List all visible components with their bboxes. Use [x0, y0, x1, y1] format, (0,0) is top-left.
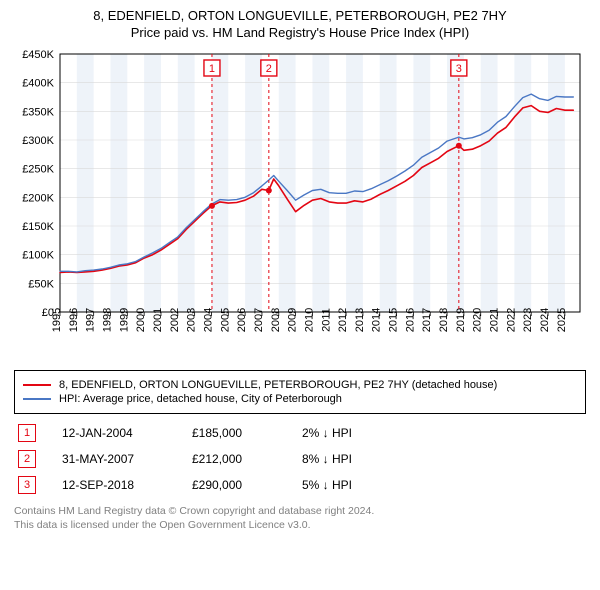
y-tick-label: £100K	[22, 250, 54, 262]
sale-row: 312-SEP-2018£290,0005% ↓ HPI	[14, 472, 586, 498]
year-band	[77, 54, 94, 312]
title-block: 8, EDENFIELD, ORTON LONGUEVILLE, PETERBO…	[10, 8, 590, 40]
x-tick-label: 2020	[472, 308, 484, 332]
x-tick-label: 2022	[505, 308, 517, 332]
x-tick-label: 2006	[236, 308, 248, 332]
x-tick-label: 2009	[287, 308, 299, 332]
x-tick-label: 2005	[219, 308, 231, 332]
sale-row-marker: 1	[18, 424, 36, 442]
sale-price: £212,000	[192, 452, 302, 466]
sale-marker-dot	[266, 187, 272, 193]
x-tick-label: 1997	[85, 308, 97, 332]
footnote-line2: This data is licensed under the Open Gov…	[14, 518, 586, 532]
x-tick-label: 2015	[388, 308, 400, 332]
y-tick-label: £150K	[22, 221, 54, 233]
sale-marker-number: 2	[266, 63, 272, 75]
y-tick-label: £250K	[22, 164, 54, 176]
plot-area: £0£50K£100K£150K£200K£250K£300K£350K£400…	[10, 50, 590, 360]
x-tick-label: 1996	[68, 308, 80, 332]
year-band	[312, 54, 329, 312]
year-band	[211, 54, 228, 312]
y-tick-label: £200K	[22, 192, 54, 204]
year-band	[514, 54, 531, 312]
sale-delta: 5% ↓ HPI	[302, 478, 422, 492]
legend-box: 8, EDENFIELD, ORTON LONGUEVILLE, PETERBO…	[14, 370, 586, 414]
sale-marker-dot	[456, 143, 462, 149]
legend-label: 8, EDENFIELD, ORTON LONGUEVILLE, PETERBO…	[59, 379, 497, 391]
year-band	[144, 54, 161, 312]
y-tick-label: £300K	[22, 135, 54, 147]
year-band	[110, 54, 127, 312]
x-tick-label: 2012	[337, 308, 349, 332]
sale-delta: 8% ↓ HPI	[302, 452, 422, 466]
title-main: 8, EDENFIELD, ORTON LONGUEVILLE, PETERBO…	[10, 8, 590, 23]
sale-marker-dot	[209, 203, 215, 209]
year-band	[245, 54, 262, 312]
sale-marker-number: 3	[456, 63, 462, 75]
legend-row: HPI: Average price, detached house, City…	[23, 393, 577, 405]
year-band	[346, 54, 363, 312]
x-tick-label: 2007	[253, 308, 265, 332]
footnote-line1: Contains HM Land Registry data © Crown c…	[14, 504, 586, 518]
x-tick-label: 2023	[522, 308, 534, 332]
sale-date: 31-MAY-2007	[36, 452, 192, 466]
year-band	[413, 54, 430, 312]
x-tick-label: 2019	[455, 308, 467, 332]
y-tick-label: £400K	[22, 78, 54, 90]
sale-marker-number: 1	[209, 63, 215, 75]
title-sub: Price paid vs. HM Land Registry's House …	[10, 25, 590, 40]
x-tick-label: 2013	[354, 308, 366, 332]
sales-table: 112-JAN-2004£185,0002% ↓ HPI231-MAY-2007…	[14, 420, 586, 498]
legend-swatch	[23, 398, 51, 400]
x-tick-label: 2024	[539, 308, 551, 332]
sale-price: £290,000	[192, 478, 302, 492]
chart-container: 8, EDENFIELD, ORTON LONGUEVILLE, PETERBO…	[0, 0, 600, 538]
year-band	[548, 54, 565, 312]
x-tick-label: 2000	[135, 308, 147, 332]
x-tick-label: 2021	[489, 308, 501, 332]
x-tick-label: 2004	[202, 308, 214, 332]
y-tick-label: £350K	[22, 106, 54, 118]
x-tick-label: 2002	[169, 308, 181, 332]
footnote: Contains HM Land Registry data © Crown c…	[14, 504, 586, 532]
sale-date: 12-SEP-2018	[36, 478, 192, 492]
x-tick-label: 2016	[404, 308, 416, 332]
x-tick-label: 2025	[556, 308, 568, 332]
sale-price: £185,000	[192, 426, 302, 440]
x-tick-label: 1995	[51, 308, 63, 332]
x-tick-label: 2003	[186, 308, 198, 332]
x-tick-label: 2008	[270, 308, 282, 332]
x-tick-label: 2017	[421, 308, 433, 332]
legend-row: 8, EDENFIELD, ORTON LONGUEVILLE, PETERBO…	[23, 379, 577, 391]
sale-date: 12-JAN-2004	[36, 426, 192, 440]
x-tick-label: 2010	[303, 308, 315, 332]
y-tick-label: £50K	[28, 278, 54, 290]
year-band	[481, 54, 498, 312]
sale-delta: 2% ↓ HPI	[302, 426, 422, 440]
y-tick-label: £450K	[22, 50, 54, 61]
x-tick-label: 1998	[101, 308, 113, 332]
year-band	[178, 54, 195, 312]
x-tick-label: 2018	[438, 308, 450, 332]
x-tick-label: 1999	[118, 308, 130, 332]
sale-row: 112-JAN-2004£185,0002% ↓ HPI	[14, 420, 586, 446]
year-band	[447, 54, 464, 312]
legend-label: HPI: Average price, detached house, City…	[59, 393, 342, 405]
line-chart-svg: £0£50K£100K£150K£200K£250K£300K£350K£400…	[10, 50, 590, 360]
x-tick-label: 2014	[371, 308, 383, 332]
sale-row-marker: 3	[18, 476, 36, 494]
legend-swatch	[23, 384, 51, 386]
sale-row: 231-MAY-2007£212,0008% ↓ HPI	[14, 446, 586, 472]
sale-row-marker: 2	[18, 450, 36, 468]
x-tick-label: 2001	[152, 308, 164, 332]
